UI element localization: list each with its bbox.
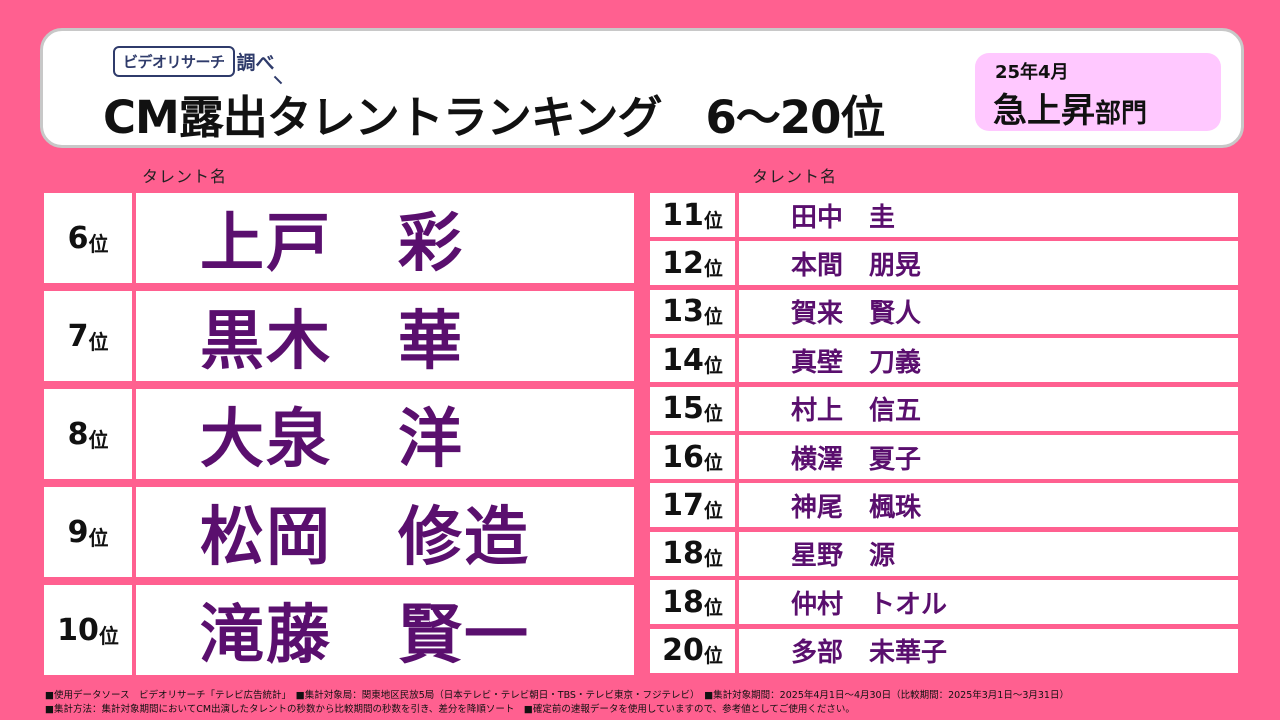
ranking-row: 18 位星野 源 <box>650 531 1238 576</box>
ranking-row: 8 位大泉 洋 <box>44 389 634 479</box>
rank-number: 16 <box>662 439 704 475</box>
badge-date: 25年4月 <box>995 62 1069 83</box>
rank-number: 13 <box>662 294 704 330</box>
magnifier-icon: 調べ <box>237 48 275 75</box>
rank-number: 8 <box>67 416 89 452</box>
rank-number: 10 <box>57 612 99 648</box>
rank-unit: 位 <box>703 209 723 232</box>
talent-name: 本間 朋晃 <box>739 241 1238 286</box>
rank-unit: 位 <box>703 596 723 619</box>
rank-number: 7 <box>67 318 89 354</box>
ranking-row: 15 位村上 信五 <box>650 386 1238 431</box>
rank-number: 18 <box>662 584 704 620</box>
rank-cell: 12 位 <box>650 241 735 286</box>
rank-cell: 18 位 <box>650 580 735 625</box>
talent-name: 村上 信五 <box>739 386 1238 431</box>
talent-name: 上戸 彩 <box>136 193 634 283</box>
badge-category-suffix: 部門 <box>1095 99 1148 129</box>
footer-line-1: ■使用データソース ビデオリサーチ「テレビ広告統計」 ■集計対象局：関東地区民放… <box>45 690 1069 701</box>
page-title: CM露出タレントランキング 6～20位 <box>103 91 885 144</box>
talent-name: 多部 未華子 <box>739 628 1238 673</box>
logo-text: ビデオリサーチ <box>113 45 235 77</box>
rank-unit: 位 <box>88 231 109 256</box>
talent-name: 賀来 賢人 <box>739 289 1238 334</box>
talent-name: 滝藤 賢一 <box>136 585 634 675</box>
rank-unit: 位 <box>88 525 109 550</box>
ranking-row: 12 位本間 朋晃 <box>650 241 1238 286</box>
ranking-row: 17 位神尾 楓珠 <box>650 483 1238 528</box>
rank-unit: 位 <box>703 499 723 522</box>
talent-name: 田中 圭 <box>739 193 1238 237</box>
rank-cell: 16 位 <box>650 435 735 479</box>
rank-unit: 位 <box>88 427 109 452</box>
rank-unit: 位 <box>703 548 723 571</box>
rank-unit: 位 <box>703 306 723 329</box>
rank-cell: 13 位 <box>650 289 735 334</box>
ranking-row: 13 位賀来 賢人 <box>650 289 1238 334</box>
rank-unit: 位 <box>703 403 723 426</box>
ranking-row: 16 位横澤 夏子 <box>650 435 1238 479</box>
category-badge: 25年4月 急上昇部門 <box>975 53 1221 131</box>
badge-category: 急上昇部門 <box>993 83 1147 132</box>
rank-unit: 位 <box>703 451 723 474</box>
rank-cell: 20 位 <box>650 628 735 673</box>
ranking-row: 7 位黒木 華 <box>44 291 634 381</box>
rank-number: 15 <box>662 391 704 427</box>
ranking-row: 11 位田中 圭 <box>650 193 1238 237</box>
video-research-logo: ビデオリサーチ 調べ <box>113 45 275 77</box>
talent-name: 仲村 トオル <box>739 580 1238 625</box>
rank-unit: 位 <box>88 329 109 354</box>
talent-name: 真壁 刀義 <box>739 338 1238 383</box>
badge-category-main: 急上昇 <box>993 91 1095 131</box>
talent-name: 神尾 楓珠 <box>739 483 1238 528</box>
talent-name: 星野 源 <box>739 531 1238 576</box>
rank-unit: 位 <box>98 623 119 648</box>
rank-cell: 11 位 <box>650 193 735 237</box>
rank-number: 6 <box>67 220 89 256</box>
rank-unit: 位 <box>703 257 723 280</box>
rank-number: 12 <box>662 245 704 281</box>
column-label-right: タレント名 <box>752 167 838 186</box>
ranking-row: 14 位真壁 刀義 <box>650 338 1238 383</box>
talent-name: 大泉 洋 <box>136 389 634 479</box>
rank-number: 9 <box>67 514 89 550</box>
ranking-row: 10 位滝藤 賢一 <box>44 585 634 675</box>
ranking-row: 9 位松岡 修造 <box>44 487 634 577</box>
rank-cell: 17 位 <box>650 483 735 528</box>
rank-cell: 18 位 <box>650 531 735 576</box>
rank-cell: 15 位 <box>650 386 735 431</box>
rank-number: 18 <box>662 536 704 572</box>
talent-name: 黒木 華 <box>136 291 634 381</box>
ranking-row: 18 位仲村 トオル <box>650 580 1238 625</box>
ranking-row: 20 位多部 未華子 <box>650 628 1238 673</box>
rank-unit: 位 <box>703 354 723 377</box>
talent-name: 横澤 夏子 <box>739 435 1238 479</box>
rank-number: 11 <box>662 197 704 233</box>
header-panel: ビデオリサーチ 調べ CM露出タレントランキング 6～20位 25年4月 急上昇… <box>40 28 1244 148</box>
talent-name: 松岡 修造 <box>136 487 634 577</box>
rank-number: 17 <box>662 487 704 523</box>
footer-line-2: ■集計方法：集計対象期間においてCM出演したタレントの秒数から比較期間の秒数を引… <box>45 704 855 715</box>
column-label-left: タレント名 <box>142 167 228 186</box>
footer-notes: ■使用データソース ビデオリサーチ「テレビ広告統計」 ■集計対象局：関東地区民放… <box>45 689 1245 717</box>
rank-number: 14 <box>662 342 704 378</box>
rank-unit: 位 <box>703 645 723 668</box>
rank-number: 20 <box>662 633 704 669</box>
rank-cell: 10 位 <box>44 585 132 675</box>
rank-cell: 14 位 <box>650 338 735 383</box>
ranking-row: 6 位上戸 彩 <box>44 193 634 283</box>
